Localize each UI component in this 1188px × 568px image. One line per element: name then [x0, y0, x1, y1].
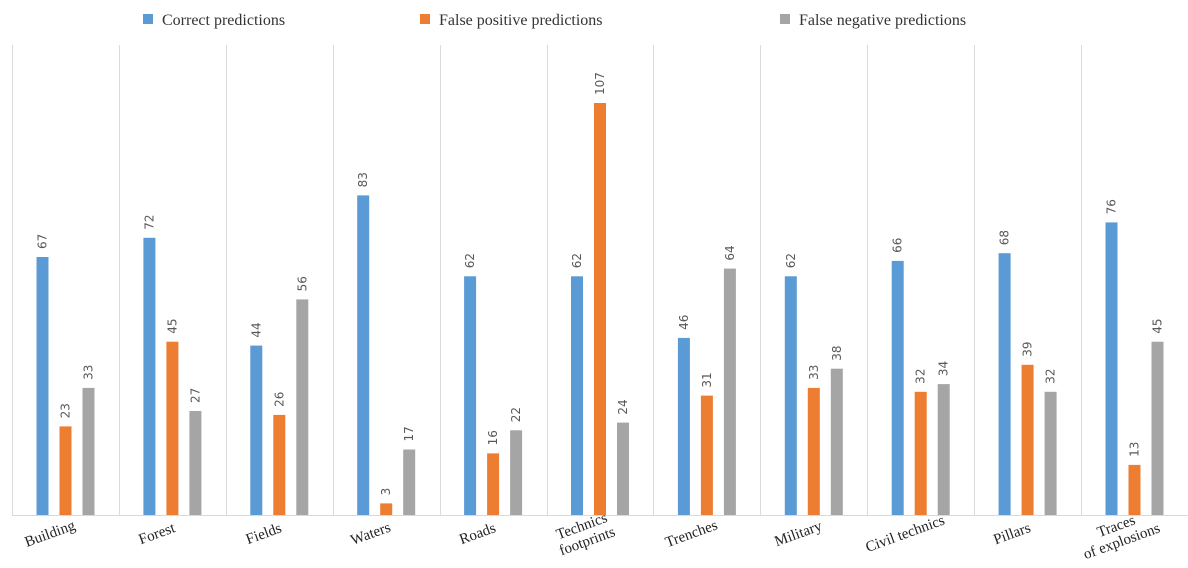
legend-label: False negative predictions	[799, 12, 966, 29]
bar	[677, 337, 690, 515]
bar	[594, 103, 606, 515]
value-labels-layer: 67 23 33 72 45 27 44 26 56 83 3 17 62 16 22 62 107 24 46 31…	[36, 72, 1165, 495]
category-label: Fields	[244, 520, 284, 548]
data-label: 27	[188, 388, 202, 403]
bar	[830, 368, 843, 515]
data-label: 3	[379, 488, 393, 496]
bar	[617, 422, 629, 515]
bar	[891, 260, 904, 515]
data-label: 62	[570, 253, 584, 268]
legend-swatch	[420, 14, 430, 24]
legend-label: False positive predictions	[439, 12, 603, 29]
bar	[1151, 341, 1164, 515]
data-label: 76	[1105, 199, 1119, 214]
bar	[784, 276, 797, 515]
category-label: Military	[773, 518, 825, 550]
data-label: 45	[165, 318, 179, 333]
category-label: Pillars	[991, 520, 1033, 548]
legend-swatch	[143, 14, 153, 24]
bar	[464, 276, 477, 515]
data-label: 46	[677, 315, 691, 330]
data-label: 62	[463, 253, 477, 268]
data-label: 13	[1128, 442, 1142, 457]
bar	[510, 430, 523, 515]
category-label: Civil technics	[864, 512, 948, 555]
legend-item: Correct predictions	[143, 12, 285, 29]
data-label: 66	[891, 238, 905, 253]
data-label: 33	[82, 365, 96, 380]
data-label: 39	[1021, 342, 1035, 357]
bar	[403, 449, 416, 515]
category-label: Building	[23, 518, 78, 551]
category-label: Roads	[457, 520, 498, 548]
category-label: Forest	[137, 520, 178, 548]
data-label: 45	[1151, 318, 1165, 333]
category-separators	[12, 45, 1082, 515]
bar	[723, 268, 736, 515]
data-label: 83	[356, 172, 370, 187]
bar	[36, 257, 49, 515]
category-label: Tracesof explosions	[1076, 505, 1163, 563]
data-label: 22	[509, 407, 523, 422]
bar	[1128, 464, 1141, 515]
bar	[296, 299, 309, 515]
data-label: 16	[486, 430, 500, 445]
data-label: 24	[616, 399, 630, 414]
bar	[273, 414, 286, 515]
data-label: 38	[830, 345, 844, 360]
bar	[1105, 222, 1118, 515]
bar	[357, 195, 370, 515]
category-label: Technicsfootprints	[552, 509, 618, 559]
data-label: 26	[272, 392, 286, 407]
category-label: Waters	[349, 520, 393, 549]
data-label: 23	[59, 403, 73, 418]
bar	[807, 387, 820, 515]
bar	[59, 426, 72, 515]
bar	[937, 384, 950, 515]
data-label: 32	[914, 369, 928, 384]
bar	[82, 387, 95, 515]
bar	[380, 503, 393, 515]
data-label: 44	[249, 322, 263, 337]
bar	[998, 253, 1011, 515]
data-label: 33	[807, 365, 821, 380]
data-label: 17	[402, 426, 416, 441]
bar	[700, 395, 713, 515]
bars-layer	[36, 103, 1164, 516]
legend-swatch	[780, 14, 790, 24]
data-label: 72	[142, 215, 156, 230]
category-label: Trenches	[663, 517, 720, 551]
legend-item: False positive predictions	[420, 12, 603, 29]
bar	[1021, 364, 1034, 515]
bar	[487, 453, 500, 515]
bar	[571, 276, 583, 515]
data-label: 62	[784, 253, 798, 268]
legend-item: False negative predictions	[780, 12, 966, 29]
bar	[1044, 391, 1057, 515]
x-axis: Building Forest Fields Waters Roads Technicsf…	[12, 505, 1188, 563]
data-label: 31	[700, 372, 714, 387]
data-label: 67	[36, 234, 50, 249]
bar	[143, 237, 156, 516]
bar	[189, 411, 202, 515]
data-label: 68	[998, 230, 1012, 245]
legend: Correct predictions False positive predic…	[143, 12, 966, 29]
data-label: 56	[295, 276, 309, 291]
bar	[166, 341, 179, 515]
legend-label: Correct predictions	[162, 12, 285, 29]
bar	[250, 345, 263, 515]
data-label: 107	[593, 72, 607, 95]
data-label: 34	[937, 361, 951, 376]
data-label: 64	[723, 245, 737, 260]
bar	[914, 391, 927, 515]
data-label: 32	[1044, 369, 1058, 384]
